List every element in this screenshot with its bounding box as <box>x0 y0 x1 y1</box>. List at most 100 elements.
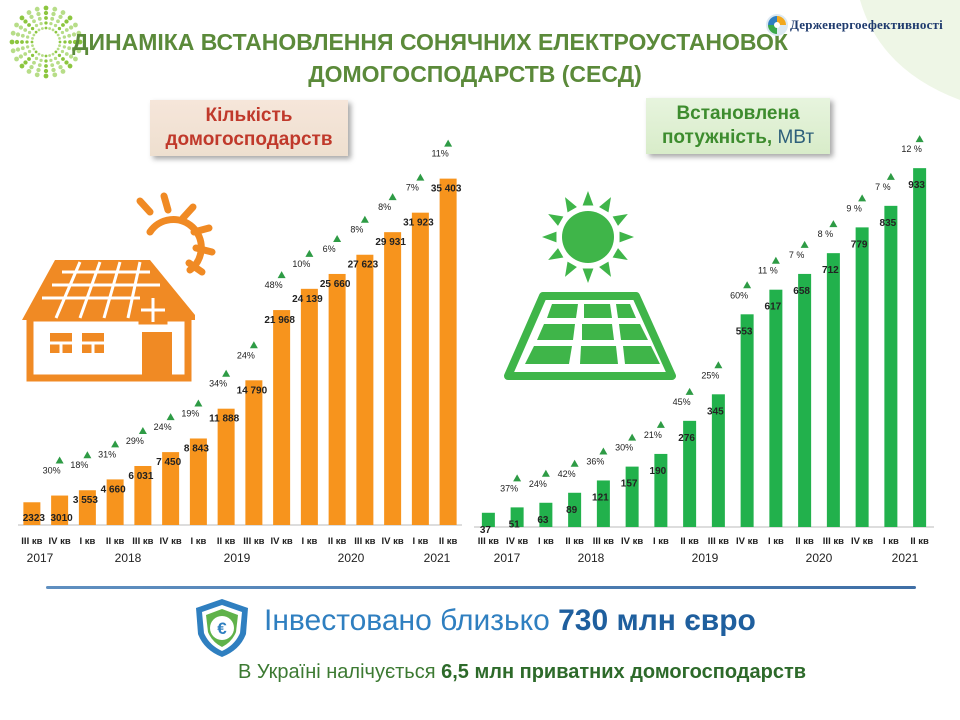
brand-name: Держенергоефективності <box>790 17 943 32</box>
bar <box>106 479 124 525</box>
growth-arrow-icon <box>83 451 92 459</box>
year-label: 2018 <box>578 551 605 565</box>
growth-arrow-icon <box>111 440 120 448</box>
growth-arrow-icon <box>138 426 147 434</box>
growth-arrow-icon <box>249 341 258 349</box>
right-title-line1: Встановлена <box>676 103 800 124</box>
value-label: 121 <box>592 492 609 503</box>
category-label: I кв <box>538 536 554 547</box>
bar <box>539 502 553 527</box>
category-label: IV кв <box>851 536 873 547</box>
value-label: 21 968 <box>264 315 295 326</box>
year-label: 2018 <box>115 551 142 565</box>
bar <box>596 480 610 527</box>
growth-arrow-icon <box>570 459 579 467</box>
value-label: 37 <box>480 525 492 536</box>
sun-ray <box>612 214 628 226</box>
sun-ray <box>582 268 594 283</box>
category-label: III кв <box>708 536 729 547</box>
growth-arrow-icon <box>714 361 723 369</box>
value-label: 63 <box>537 515 549 526</box>
investment-text: Інвестовано близько 730 млн євро <box>264 604 756 638</box>
growth-label: 24% <box>529 479 547 489</box>
footer-divider <box>46 586 916 589</box>
growth-label: 8% <box>378 202 391 212</box>
value-label: 779 <box>851 239 868 250</box>
growth-label: 9 % <box>846 203 862 213</box>
growth-arrow-icon <box>541 469 550 477</box>
households-chart: 2323 III кв 3010 30% IV кв 3 553 18% I кв 4 660 3… <box>18 139 462 565</box>
value-label: 24 139 <box>292 294 323 305</box>
bar <box>769 289 783 527</box>
bar <box>711 394 725 527</box>
growth-label: 24% <box>237 350 255 360</box>
left-title-line1: Кількість <box>205 105 293 126</box>
category-label: II кв <box>106 536 125 547</box>
value-label: 835 <box>880 218 897 229</box>
bar <box>300 288 318 525</box>
growth-arrow-icon <box>915 135 924 143</box>
value-label: 7 450 <box>156 457 181 468</box>
category-label: III кв <box>823 536 844 547</box>
growth-label: 42% <box>558 469 576 479</box>
category-label: I кв <box>301 536 317 547</box>
year-label: 2019 <box>224 551 251 565</box>
value-label: 25 660 <box>320 279 351 290</box>
right-title-unit: МВт <box>777 127 815 148</box>
growth-label: 7% <box>406 183 419 193</box>
year-label: 2021 <box>424 551 451 565</box>
category-label: I кв <box>883 536 899 547</box>
growth-label: 18% <box>70 460 88 470</box>
category-label: II кв <box>439 536 458 547</box>
category-label: II кв <box>910 536 929 547</box>
category-label: III кв <box>243 536 264 547</box>
growth-arrow-icon <box>513 474 522 482</box>
category-label: II кв <box>795 536 814 547</box>
growth-arrow-icon <box>388 193 397 201</box>
growth-label: 7 % <box>789 250 805 260</box>
growth-label: 11 % <box>758 266 778 276</box>
growth-arrow-icon <box>194 399 203 407</box>
radial-dots-decor <box>9 5 83 79</box>
value-label: 8 843 <box>184 443 209 454</box>
category-label: IV кв <box>160 536 182 547</box>
growth-arrow-icon <box>166 413 175 421</box>
bar <box>913 168 927 527</box>
category-label: III кв <box>478 536 499 547</box>
growth-arrow-icon <box>858 194 867 202</box>
value-label: 27 623 <box>348 260 379 271</box>
growth-label: 21% <box>644 430 662 440</box>
growth-label: 8% <box>350 225 363 235</box>
value-label: 2323 <box>23 513 46 524</box>
sun-ray <box>548 214 564 226</box>
growth-label: 8 % <box>818 229 834 239</box>
right-title-text: потужність, <box>661 127 773 148</box>
bar <box>568 492 582 527</box>
growth-label: 19% <box>181 408 199 418</box>
brand-logo-icon <box>766 14 788 36</box>
value-label: 14 790 <box>237 385 268 396</box>
growth-arrow-icon <box>277 271 286 279</box>
bar <box>855 227 869 527</box>
growth-label: 25% <box>701 370 719 380</box>
title-line1: ДИНАМІКА ВСТАНОВЛЕННЯ СОНЯЧНИХ ЕЛЕКТРОУС… <box>72 29 788 55</box>
growth-arrow-icon <box>800 240 809 248</box>
value-label: 190 <box>650 466 667 477</box>
growth-arrow-icon <box>886 172 895 180</box>
year-label: 2017 <box>27 551 54 565</box>
sun-ray <box>582 191 594 206</box>
growth-label: 34% <box>209 379 227 389</box>
growth-label: 37% <box>500 483 518 493</box>
right-title-line2: потужність, МВт <box>652 126 824 150</box>
sun-ray <box>565 261 577 277</box>
left-title-line2: домогосподарств <box>165 129 333 150</box>
category-label: II кв <box>328 536 347 547</box>
growth-label: 60% <box>730 290 748 300</box>
value-label: 4 660 <box>101 484 126 495</box>
growth-label: 10% <box>292 259 310 269</box>
invest-prefix: Інвестовано близько <box>264 604 559 637</box>
growth-label: 45% <box>673 397 691 407</box>
svg-text:€: € <box>217 619 227 638</box>
